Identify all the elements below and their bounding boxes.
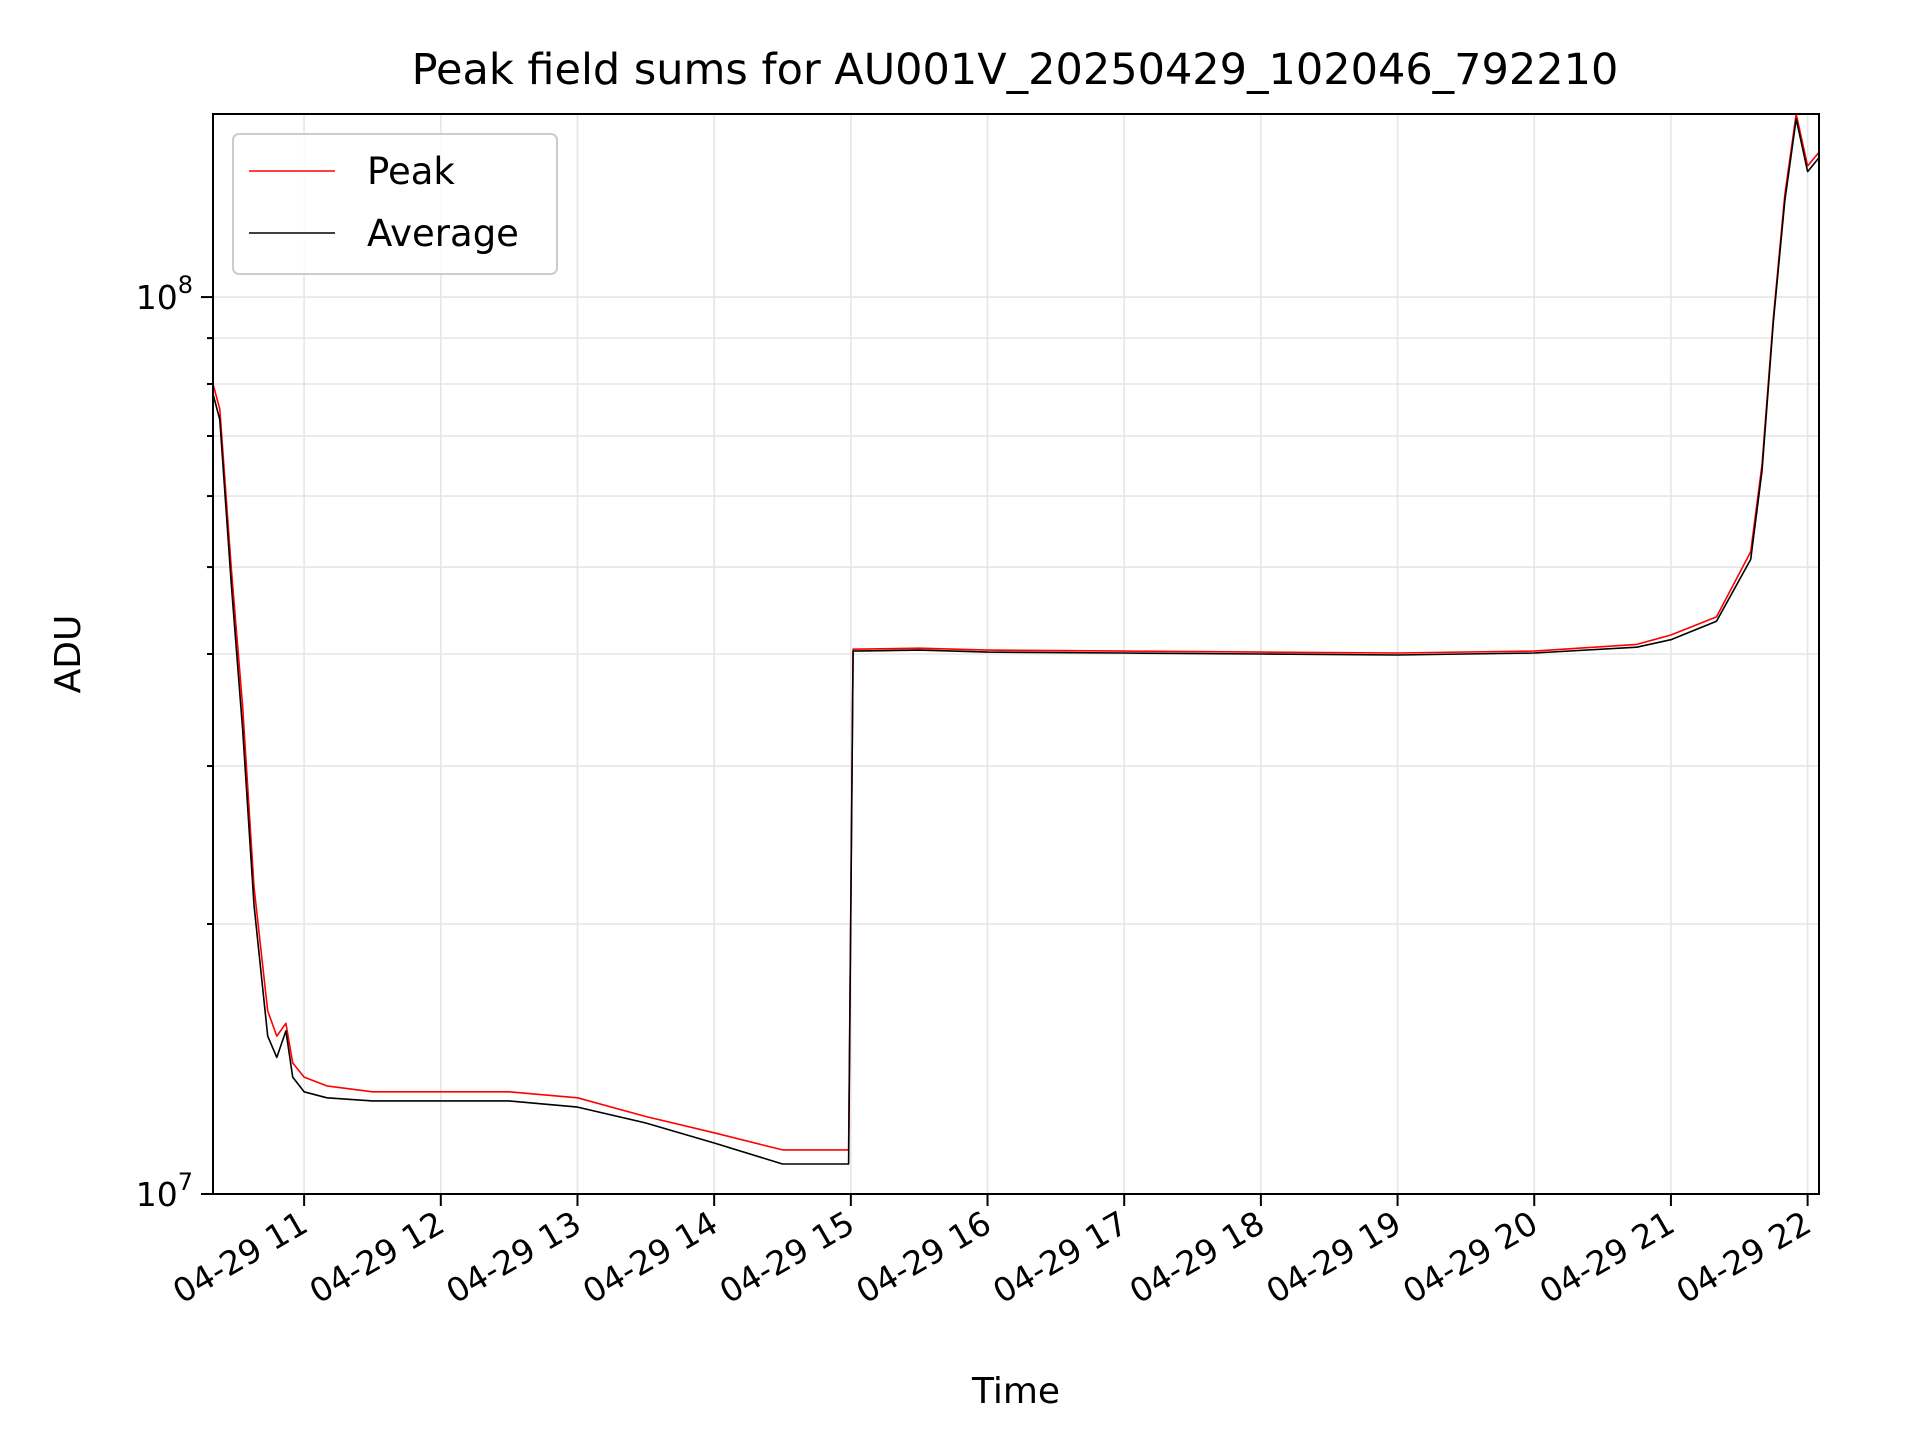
y-axis-label: ADU — [48, 615, 89, 694]
legend-box — [232, 133, 558, 275]
chart-title: Peak field sums for AU001V_20250429_1020… — [412, 45, 1619, 95]
x-axis-label: Time — [971, 1371, 1060, 1412]
legend-average-label: Average — [367, 212, 519, 255]
series-average-line — [212, 118, 1820, 1165]
series-peak-line — [212, 113, 1820, 1151]
grid — [213, 114, 1819, 1195]
legend-peak-label: Peak — [367, 150, 455, 193]
y-tick-label: 108 — [136, 271, 193, 317]
y-tick-label: 107 — [136, 1168, 193, 1214]
y-axis-ticks: 107 108 — [136, 271, 213, 1214]
series-layer — [212, 113, 1820, 1165]
legend: Peak Average — [232, 133, 558, 275]
